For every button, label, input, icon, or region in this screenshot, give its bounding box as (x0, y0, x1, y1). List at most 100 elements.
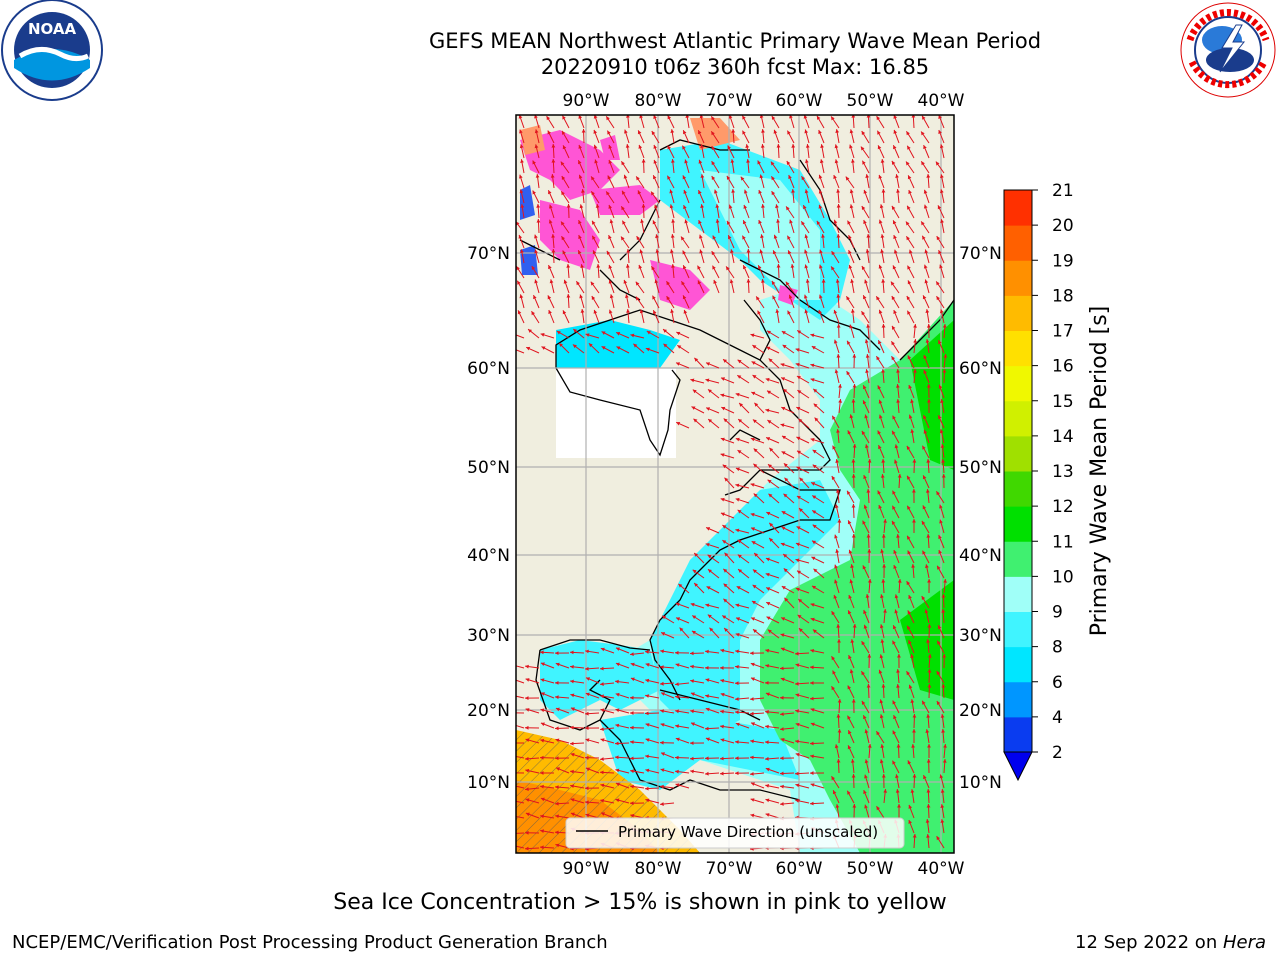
wave-direction-arrowhead (675, 663, 680, 667)
wave-direction-arrowhead (735, 467, 740, 472)
wave-direction-arrowhead (907, 760, 912, 765)
wave-direction-arrowhead (591, 296, 596, 300)
wave-direction-arrowhead (728, 204, 733, 209)
map-area (510, 115, 954, 853)
wave-direction-arrowhead (551, 249, 556, 253)
wave-direction-arrowhead (638, 264, 643, 269)
wave-direction-arrowhead (911, 744, 915, 748)
wave-direction-arrowhead (865, 249, 870, 253)
wave-direction-arrowhead (743, 204, 748, 209)
wave-direction-arrowhead (607, 130, 611, 135)
wave-direction-arrowhead (942, 324, 947, 328)
wave-direction-arrowhead (723, 359, 727, 363)
wave-direction-arrowhead (880, 594, 884, 599)
wave-direction-arrowhead (637, 130, 642, 135)
wave-direction-arrowhead (765, 798, 770, 803)
wave-direction-arrowhead (723, 583, 728, 588)
wave-direction-arrowhead (737, 509, 742, 514)
wave-direction-arrowhead (751, 601, 756, 605)
wave-direction-arrowhead (746, 159, 750, 163)
wave-direction-arrowhead (608, 235, 612, 240)
nws-logo (1180, 2, 1276, 98)
coastlines (519, 139, 954, 801)
wave-direction-arrowhead (776, 219, 780, 223)
wave-direction-arrowhead (939, 264, 943, 269)
colorbar-tick-label: 14 (1052, 427, 1074, 447)
wave-direction-arrowhead (780, 738, 785, 742)
wave-direction-arrowhead (520, 204, 525, 208)
wave-direction-arrowhead (586, 677, 590, 681)
wave-direction-arrowhead (510, 771, 514, 775)
wave-direction-arrowhead (940, 174, 944, 179)
wave-direction-arrowhead (848, 235, 852, 240)
wave-direction-arrowhead (878, 219, 883, 224)
wave-direction-arrowhead (775, 309, 780, 313)
wave-direction-arrowhead (851, 774, 856, 778)
wave-direction-arrowhead (681, 236, 685, 241)
wave-direction-arrowhead (881, 189, 886, 193)
wave-direction-arrowhead (684, 159, 688, 164)
wave-direction-arrowhead (921, 131, 925, 136)
wave-direction-arrowhead (937, 565, 941, 570)
wave-direction-arrowhead (731, 129, 736, 133)
wave-direction-arrowhead (837, 699, 842, 703)
wave-direction-arrowhead (864, 774, 868, 779)
wave-direction-arrowhead (630, 740, 634, 744)
wave-direction-arrowhead (609, 219, 614, 224)
wave-direction-arrowhead (735, 603, 740, 608)
wave-direction-arrowhead (780, 771, 784, 776)
wave-direction-arrowhead (699, 115, 704, 119)
wave-direction-arrow (516, 724, 525, 729)
wave-direction-arrowhead (720, 678, 725, 683)
lat-tick: 30°N (467, 626, 510, 646)
wave-direction-arrowhead (615, 662, 620, 667)
wave-direction-arrowhead (516, 266, 520, 271)
wave-direction-arrowhead (772, 295, 776, 300)
wave-direction-arrowhead (836, 324, 841, 328)
wave-direction-arrowhead (878, 399, 883, 404)
wave-direction-arrowhead (626, 249, 631, 253)
wave-direction-arrowhead (799, 477, 804, 482)
wave-direction-arrowhead (518, 115, 523, 119)
wave-direction-arrowhead (675, 755, 679, 760)
wave-direction-arrowhead (805, 279, 810, 283)
wave-direction-arrowhead (937, 205, 942, 210)
wave-direction-arrowhead (923, 264, 928, 269)
wave-direction-arrowhead (653, 159, 658, 164)
colorbar: 2 4 6 8 9 10 11 12 13 14 15 16 17 18 19 20 21 (1003, 181, 1074, 782)
wave-direction-arrowhead (736, 586, 741, 590)
wave-direction-arrowhead (541, 692, 545, 696)
wave-direction-arrowhead (892, 520, 896, 525)
wave-direction-arrowhead (534, 249, 538, 254)
wave-direction-arrowhead (940, 714, 945, 718)
wave-direction-arrowhead (528, 329, 532, 333)
wave-direction-arrowhead (578, 144, 582, 149)
colorbar-segment (1004, 190, 1032, 226)
lat-tick: 20°N (959, 701, 1002, 721)
wave-direction-arrowhead (510, 814, 514, 818)
wave-direction-arrowhead (936, 671, 941, 675)
wave-direction-arrowhead (615, 708, 620, 713)
wave-direction-arrowhead (563, 279, 568, 284)
wave-direction-arrowhead (926, 459, 931, 463)
wave-direction-arrowhead (891, 296, 896, 300)
wave-direction-arrowhead (601, 346, 606, 350)
wave-direction-arrowhead (751, 677, 755, 681)
wave-direction-arrowhead (726, 175, 731, 180)
wave-direction-arrowhead (726, 266, 730, 271)
wave-direction-arrow (516, 349, 525, 354)
wave-direction-arrowhead (555, 756, 559, 761)
wave-direction-arrowhead (894, 459, 898, 464)
wave-direction-arrowhead (534, 279, 538, 284)
wave-direction-arrowhead (851, 399, 856, 403)
wave-direction-arrowhead (925, 339, 930, 343)
lon-tick: 40°W (918, 859, 965, 879)
wave-direction-arrowhead (851, 534, 856, 538)
wave-direction-arrowhead (511, 678, 515, 682)
wave-direction-arrowhead (906, 296, 911, 300)
wave-direction-arrowhead (540, 755, 544, 760)
wave-direction-arrowhead (836, 189, 840, 193)
wave-direction-arrowhead (570, 752, 575, 757)
colorbar-segment (1004, 541, 1032, 577)
wave-direction-arrowhead (894, 609, 899, 614)
